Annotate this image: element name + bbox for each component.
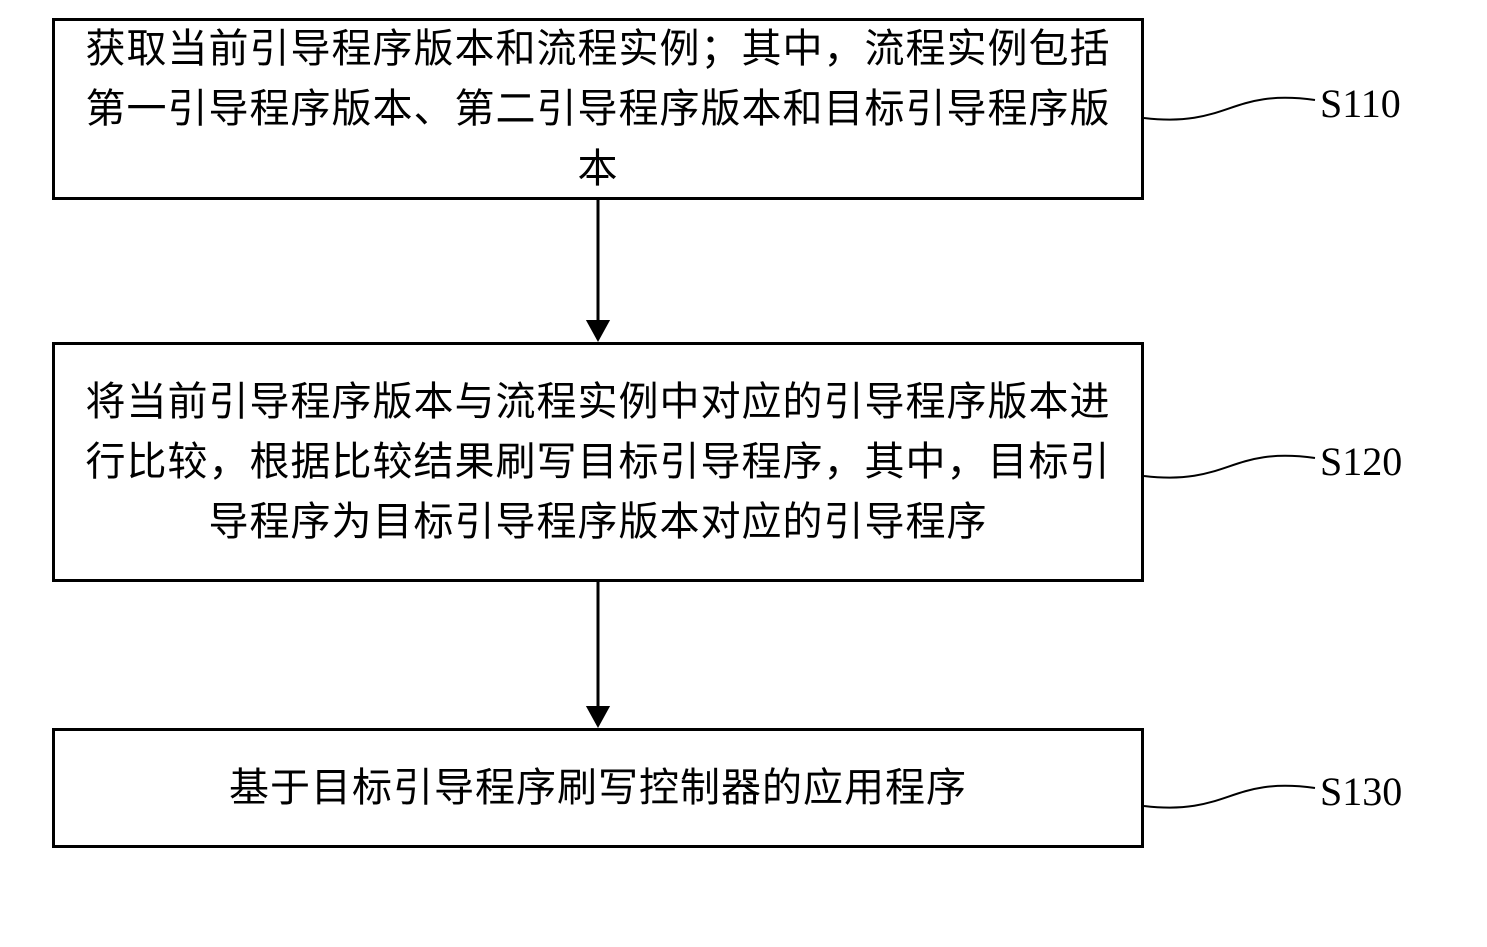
- process-step-3-text: 基于目标引导程序刷写控制器的应用程序: [85, 758, 1111, 818]
- process-step-2: 将当前引导程序版本与流程实例中对应的引导程序版本进行比较，根据比较结果刷写目标引…: [52, 342, 1144, 582]
- step-label-s110: S110: [1320, 80, 1401, 127]
- process-step-2-text: 将当前引导程序版本与流程实例中对应的引导程序版本进行比较，根据比较结果刷写目标引…: [85, 372, 1111, 552]
- process-step-1: 获取当前引导程序版本和流程实例；其中，流程实例包括第一引导程序版本、第二引导程序…: [52, 18, 1144, 200]
- process-step-1-text: 获取当前引导程序版本和流程实例；其中，流程实例包括第一引导程序版本、第二引导程序…: [85, 19, 1111, 199]
- connector-curve-3: [1139, 748, 1320, 828]
- connector-curve-1: [1139, 60, 1320, 140]
- step-label-s130: S130: [1320, 768, 1402, 815]
- flowchart-canvas: 获取当前引导程序版本和流程实例；其中，流程实例包括第一引导程序版本、第二引导程序…: [0, 0, 1487, 947]
- arrow-1-to-2: [568, 200, 628, 342]
- process-step-3: 基于目标引导程序刷写控制器的应用程序: [52, 728, 1144, 848]
- step-label-s120: S120: [1320, 438, 1402, 485]
- arrow-2-to-3: [568, 582, 628, 728]
- connector-curve-2: [1139, 418, 1320, 498]
